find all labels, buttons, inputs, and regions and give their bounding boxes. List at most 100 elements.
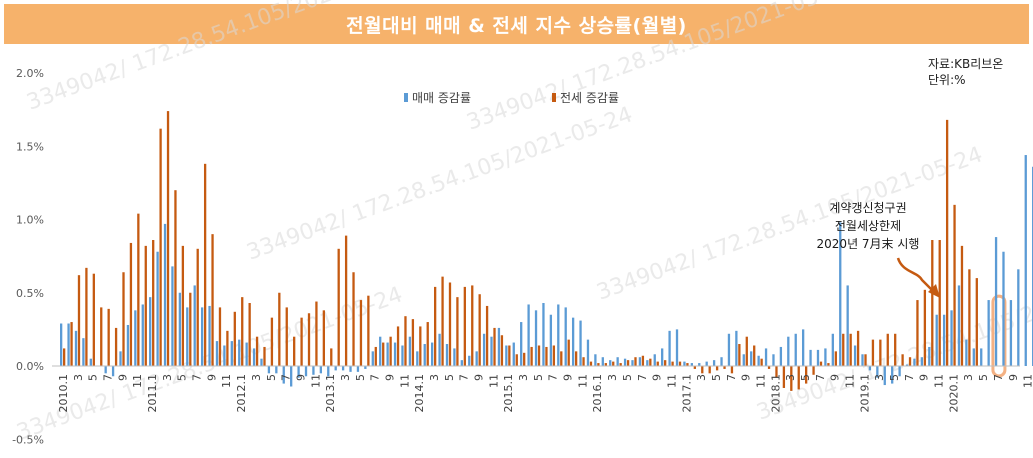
x-tick-label: 2015.1 <box>502 374 515 413</box>
jeonse-bar <box>374 346 377 366</box>
jeonse-bar <box>226 330 229 366</box>
sale-bar <box>994 237 998 366</box>
sale-bar <box>327 366 330 377</box>
jeonse-bar <box>530 346 533 366</box>
jeonse-bar <box>671 361 674 366</box>
sale-bar <box>438 333 441 366</box>
jeonse-bar <box>782 366 786 388</box>
legend-swatch-jeonse <box>552 93 556 102</box>
jeonse-bar <box>953 204 956 366</box>
x-tick-label: 3 <box>161 374 174 381</box>
sale-bar <box>282 366 285 384</box>
jeonse-bar <box>382 342 385 366</box>
watermark-text: 3349042/ 172.28.54.105/2021-05-24 <box>244 102 637 265</box>
jeonse-bar <box>196 248 199 366</box>
y-tick-label: 0.0% <box>16 360 44 373</box>
sale-bar <box>215 341 219 367</box>
jeonse-bar <box>738 344 741 366</box>
x-tick-label: 2014.1 <box>413 374 426 413</box>
jeonse-bar <box>849 333 852 366</box>
sale-bar <box>586 339 590 366</box>
sale-bar <box>972 348 975 366</box>
sale-bar <box>245 342 248 366</box>
x-tick-label: 9 <box>562 374 575 381</box>
annotation-text: 전월세상한제 <box>835 219 901 233</box>
x-tick-label: 2020.1 <box>947 374 960 413</box>
jeonse-bar <box>352 272 355 366</box>
x-tick-label: 5 <box>710 374 723 381</box>
jeonse-bar <box>908 357 912 366</box>
sale-bar <box>312 366 315 375</box>
x-tick-label: 11 <box>754 374 767 388</box>
x-tick-label: 7 <box>636 374 649 381</box>
sale-bar <box>334 366 337 371</box>
x-tick-label: 9 <box>740 374 753 381</box>
jeonse-bar <box>411 319 415 366</box>
sale-bar <box>653 354 656 366</box>
watermark-text: 3349042/ 172.28.54.105/2021-05-24 <box>24 0 417 116</box>
jeonse-bar <box>626 360 630 366</box>
sale-bar <box>965 339 968 366</box>
sale-bar <box>727 333 731 366</box>
jeonse-bar <box>70 322 73 366</box>
x-tick-label: 11 <box>1022 374 1033 388</box>
sale-bar <box>942 314 946 366</box>
jeonse-bar <box>582 357 585 366</box>
x-tick-label: 3 <box>962 374 975 381</box>
jeonse-bar <box>152 240 155 366</box>
x-tick-label: 9 <box>294 374 307 381</box>
sale-bar <box>119 351 122 366</box>
x-tick-label: 3 <box>517 374 530 381</box>
jeonse-bar <box>359 300 363 366</box>
sale-bar <box>839 222 842 366</box>
x-tick-label: 2016.1 <box>591 374 604 413</box>
x-tick-label: 3 <box>339 374 352 381</box>
chart-title: 전월대비 매매 & 전세 지수 상승률(월별) <box>346 14 687 37</box>
jeonse-bar <box>233 311 236 366</box>
x-tick-label: 5 <box>977 374 990 381</box>
x-tick-label: 5 <box>265 374 278 381</box>
jeonse-bar <box>597 363 600 366</box>
x-tick-label: 7 <box>725 374 738 381</box>
x-tick-label: 7 <box>191 374 204 381</box>
sale-bar <box>579 320 582 366</box>
x-tick-label: 5 <box>354 374 367 381</box>
x-tick-label: 3 <box>873 374 886 381</box>
sale-bar <box>802 329 805 367</box>
sale-bar <box>1002 251 1005 366</box>
jeonse-bar <box>886 333 889 366</box>
sale-bar <box>876 366 879 378</box>
x-tick-label: 11 <box>487 374 500 388</box>
sale-bar <box>178 292 182 366</box>
sale-bar <box>980 348 983 366</box>
x-tick-label: 11 <box>576 374 589 388</box>
jeonse-bar <box>255 336 259 366</box>
source-note: 자료:KB리브온 <box>928 57 1004 71</box>
sale-bar <box>898 366 901 377</box>
sale-bar <box>609 360 612 366</box>
jeonse-bar <box>77 275 81 366</box>
jeonse-bar <box>129 242 133 366</box>
sale-bar <box>445 344 449 366</box>
sale-bar <box>393 342 397 366</box>
jeonse-bar <box>931 240 934 366</box>
x-tick-label: 7 <box>280 374 293 381</box>
x-tick-label: 11 <box>844 374 857 388</box>
sale-bar <box>534 310 538 366</box>
jeonse-bar <box>819 361 823 366</box>
jeonse-bar <box>181 245 185 366</box>
jeonse-bar <box>523 352 526 366</box>
sale-bar <box>868 366 872 371</box>
y-tick-label: 0.5% <box>16 287 44 300</box>
x-tick-label: 2018.1 <box>769 374 782 413</box>
y-tick-label: 1.0% <box>16 214 44 227</box>
sale-bar <box>67 323 70 366</box>
jeonse-bar <box>871 339 875 366</box>
jeonse-bar <box>901 354 904 366</box>
sale-bar <box>356 366 360 372</box>
sale-bar <box>950 310 953 366</box>
x-tick-label: 7 <box>102 374 115 381</box>
sale-bar <box>772 354 775 366</box>
